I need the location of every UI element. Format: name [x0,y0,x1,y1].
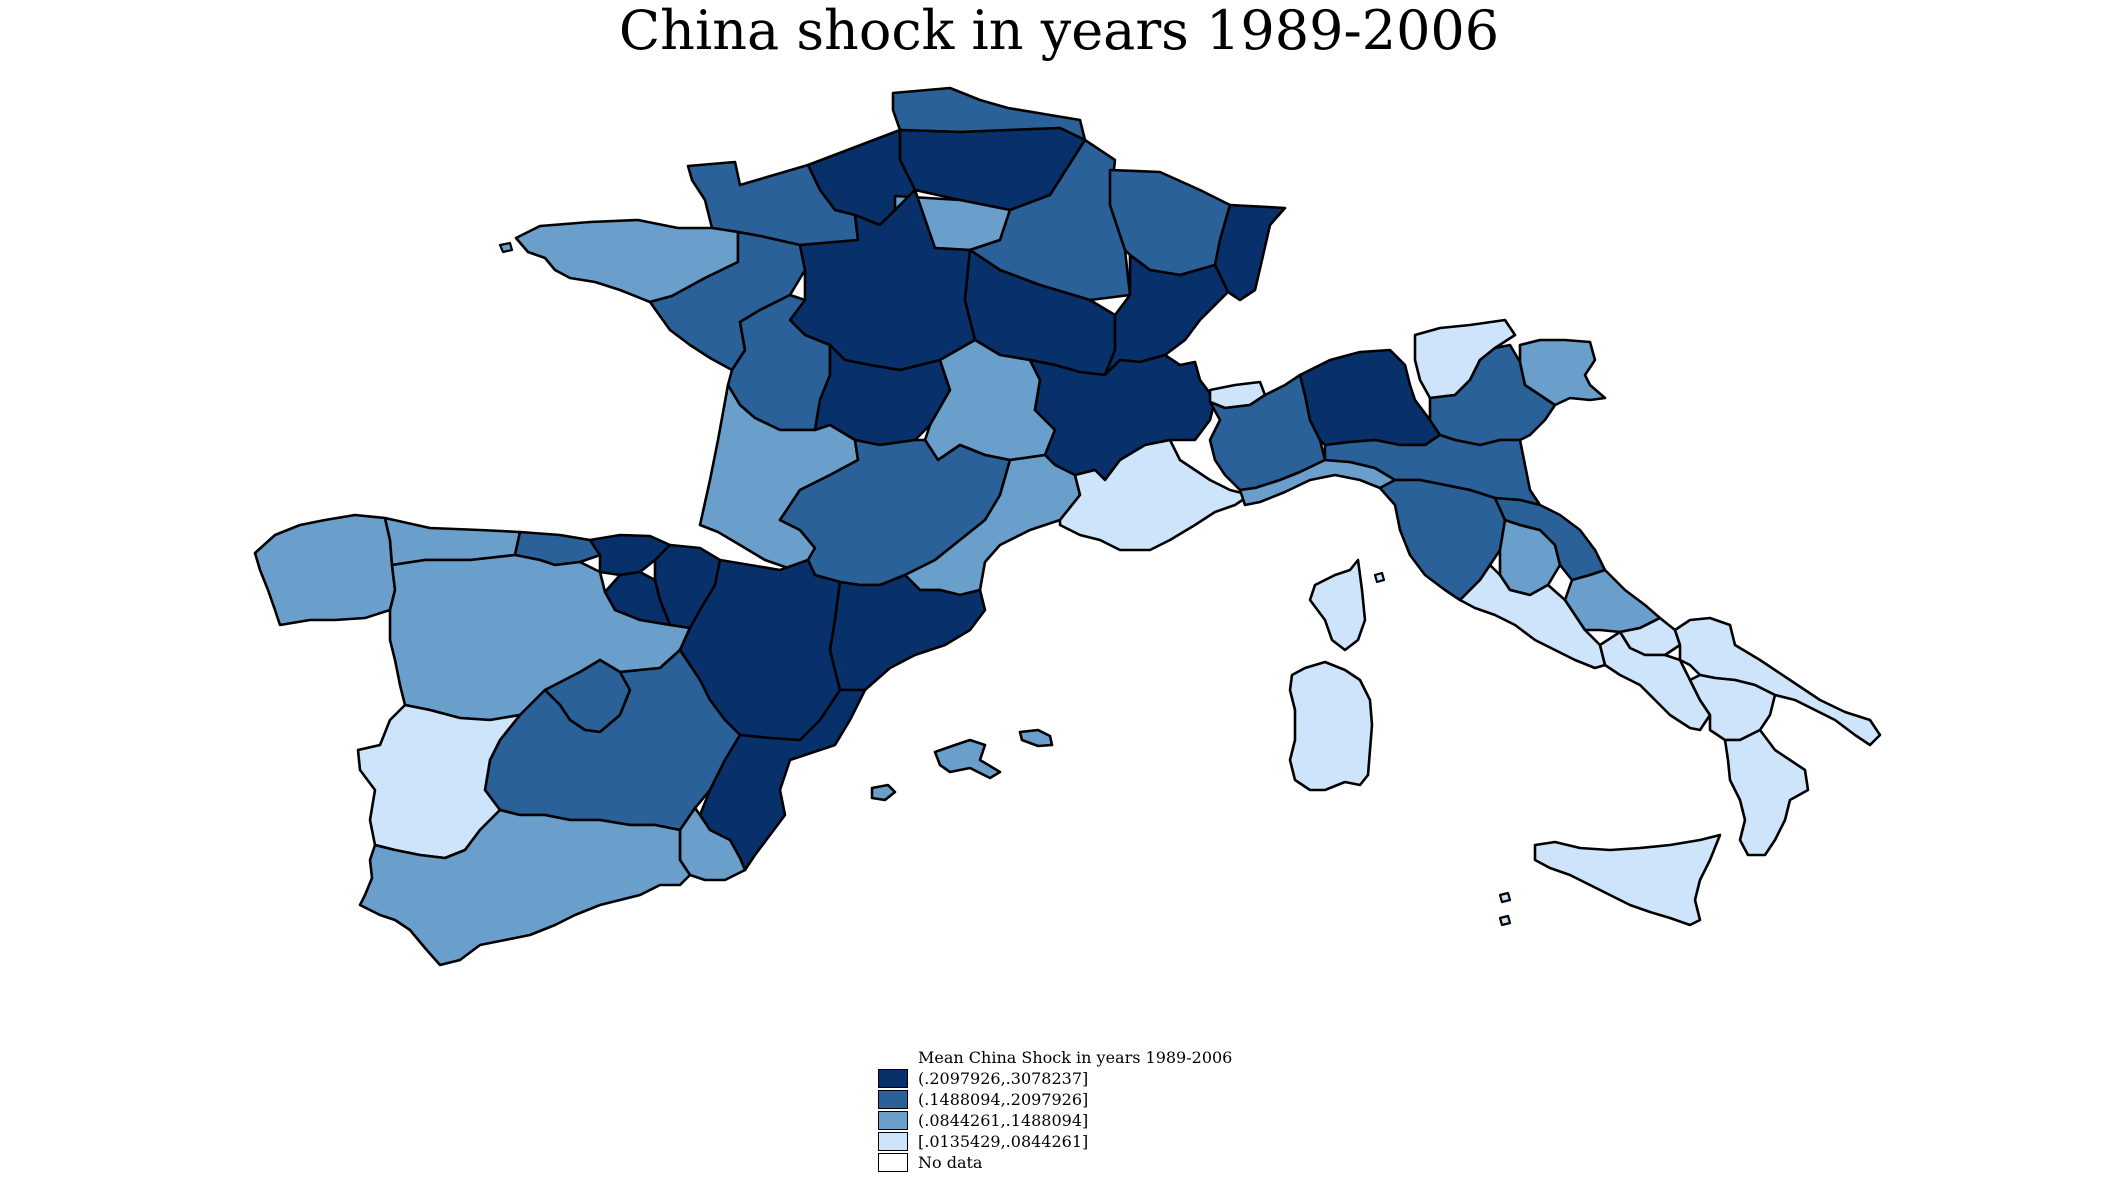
region-it-emilia-romagna [1323,433,1542,507]
legend-swatch [878,1132,908,1151]
legend-title: Mean China Shock in years 1989-2006 [918,1048,1233,1067]
legend-label: No data [918,1152,983,1172]
island-small-1 [498,241,514,254]
legend-label: (.2097926,.3078237] [918,1068,1089,1088]
legend-entry: (.2097926,.3078237] [878,1068,1232,1089]
legend-swatch [878,1069,908,1088]
region-it-sicilia [1533,833,1722,927]
region-es-pais-vasco [588,533,672,577]
region-es-cataluna [828,573,987,692]
legend-swatch [878,1090,908,1109]
legend: Mean China Shock in years 1989-2006 (.20… [878,1048,1232,1173]
region-it-calabria [1723,728,1810,857]
legend-swatch [878,1111,908,1130]
region-fr-paca [1058,438,1252,552]
region-it-abruzzo [1563,568,1662,634]
region-fr-lorraine [1108,168,1232,277]
map-title: China shock in years 1989-2006 [618,0,1500,62]
region-es-baleares-menorca [1018,728,1054,748]
region-es-andalucia [358,808,692,967]
legend-entry: No data [878,1152,1232,1173]
legend-label: [.0135429,.0844261] [918,1131,1089,1151]
region-fr-franche-comte [1103,253,1230,377]
region-es-galicia [253,513,397,627]
legend-entry: (.1488094,.2097926] [878,1089,1232,1110]
region-es-murcia [678,806,747,882]
legend-entry: (.0844261,.1488094] [878,1110,1232,1131]
region-it-friuli [1518,338,1607,407]
region-fr-corse [1308,558,1367,652]
island-small-2 [1498,891,1512,904]
island-small-3 [1373,571,1386,584]
legend-swatch [878,1153,908,1172]
legend-label: (.0844261,.1488094] [918,1110,1089,1130]
region-es-baleares [933,738,1002,780]
region-es-baleares-ibiza [870,783,897,802]
island-small-4 [1498,914,1512,927]
region-es-valencia [698,688,867,872]
region-fr-alsace [1213,203,1287,302]
legend-entries: (.2097926,.3078237] (.1488094,.2097926] (.… [878,1068,1232,1173]
legend-entry: [.0135429,.0844261] [878,1131,1232,1152]
legend-label: (.1488094,.2097926] [918,1089,1089,1109]
region-it-sardegna [1288,660,1374,792]
